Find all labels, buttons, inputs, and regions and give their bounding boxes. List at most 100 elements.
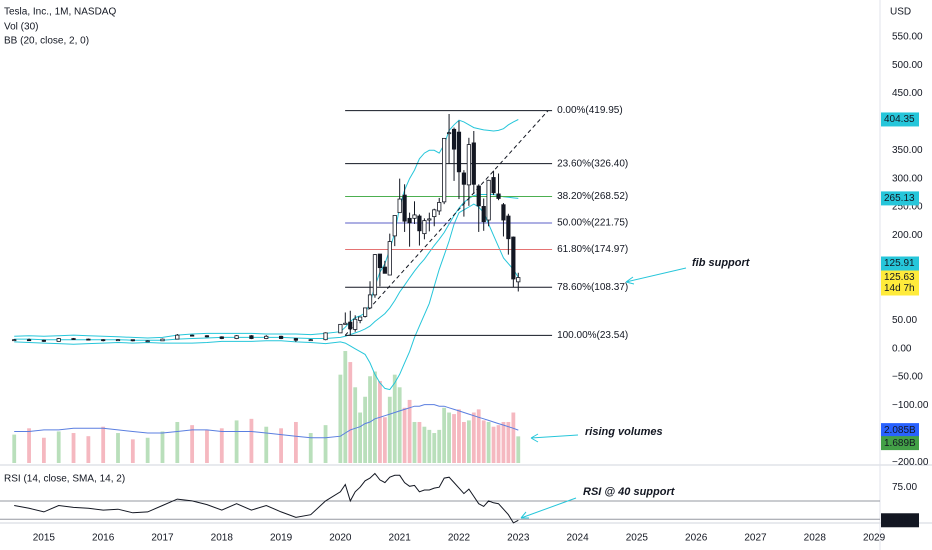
candle-body xyxy=(506,215,511,240)
x-tick-label: 2024 xyxy=(566,533,589,544)
volume-bar xyxy=(471,412,476,463)
volume-bar xyxy=(481,420,486,463)
fib-label: 0.00%(419.95) xyxy=(557,105,623,116)
bb-lower-badge-bg xyxy=(881,256,919,271)
annotation-arrow xyxy=(530,433,579,443)
y-tick-label: 550.00 xyxy=(892,32,923,43)
volume-bar xyxy=(160,431,165,463)
volume-bar xyxy=(457,409,461,463)
volume-bar xyxy=(378,380,382,463)
candle-body xyxy=(175,334,180,340)
countdown-badge-bg xyxy=(881,281,919,296)
price-layer: 0.00%(419.95) 23.60%(326.40) 38.20%(268.52… xyxy=(12,105,628,391)
annotation: fib support xyxy=(692,257,751,269)
candle-body xyxy=(471,142,476,185)
volume-bar xyxy=(219,428,224,463)
volume-bar xyxy=(476,409,481,463)
candle-body xyxy=(204,335,210,338)
volume-bar xyxy=(130,439,135,463)
price-badge: 125.63 xyxy=(884,272,915,283)
x-tick-label: 2023 xyxy=(507,533,530,544)
rsi-title: RSI (14, close, SMA, 14, 2) xyxy=(4,474,125,485)
candle-body xyxy=(407,217,412,224)
countdown-badge: 14d 7h xyxy=(884,283,915,294)
x-tick-label: 2018 xyxy=(211,533,234,544)
x-tick-label: 2016 xyxy=(92,533,115,544)
volume-bar xyxy=(12,434,17,463)
candle-body xyxy=(249,335,254,339)
candle-body xyxy=(56,338,61,342)
candle-body xyxy=(278,335,284,339)
candle-body xyxy=(456,131,462,173)
y-tick-label: 200.00 xyxy=(892,230,923,241)
volume-bar xyxy=(501,421,506,463)
volume-bar xyxy=(205,429,209,463)
volume-title: Vol (30) xyxy=(4,22,38,33)
candle-body xyxy=(115,339,121,342)
currency: USD xyxy=(890,7,911,18)
volume-bar xyxy=(491,426,496,463)
x-tick-label: 2029 xyxy=(863,533,886,544)
volume-badge-bg xyxy=(881,436,919,451)
x-tick-label: 2028 xyxy=(804,533,827,544)
volume-bar xyxy=(27,428,31,463)
candle-body xyxy=(12,339,17,342)
candle-body xyxy=(367,294,373,309)
candle-body xyxy=(363,307,368,317)
x-tick-label: 2027 xyxy=(744,533,767,544)
bb-basis-badge-bg xyxy=(881,191,919,206)
bb-upper-badge: 404.35 xyxy=(884,114,915,125)
x-tick-label: 2026 xyxy=(685,533,708,544)
x-tick-label: 2015 xyxy=(33,533,56,544)
volume-bar xyxy=(358,412,363,463)
y-tick-label: 300.00 xyxy=(892,173,923,184)
candle-body xyxy=(412,214,417,219)
volume-bar xyxy=(116,433,120,463)
candle-body xyxy=(71,338,76,340)
annotation: RSI @ 40 support xyxy=(583,486,676,498)
candle-body xyxy=(293,338,299,341)
fib-label: 78.60%(108.37) xyxy=(557,282,628,293)
rsi-tick-label: 75.00 xyxy=(892,482,917,493)
y-tick-label: 500.00 xyxy=(892,60,923,71)
y-tick-label: 250.00 xyxy=(892,202,923,213)
volume-bar xyxy=(387,396,392,463)
volume-bar xyxy=(56,431,61,463)
x-tick-label: 2025 xyxy=(626,533,649,544)
candle-body xyxy=(343,322,348,325)
bb-line xyxy=(14,203,519,391)
candle-body xyxy=(372,254,378,296)
x-tick-label: 2019 xyxy=(270,533,293,544)
rsi-layer xyxy=(0,472,880,524)
bb-upper-badge-bg xyxy=(881,112,919,127)
volume-bar xyxy=(71,433,76,463)
candle-body xyxy=(26,339,32,342)
volume-bar xyxy=(452,414,456,463)
volume-bar xyxy=(264,426,269,463)
volume-bar xyxy=(402,407,407,463)
candle-body xyxy=(432,209,437,218)
candle-body xyxy=(145,340,150,343)
volume-bar xyxy=(486,421,491,463)
volume-bar xyxy=(279,428,283,463)
x-tick-label: 2021 xyxy=(389,533,412,544)
annotation-arrow xyxy=(625,267,687,285)
price-badge-bg xyxy=(881,270,919,285)
candle-body xyxy=(41,339,46,342)
candle-body xyxy=(323,332,328,341)
volume-bar xyxy=(234,420,239,463)
volume-bar xyxy=(382,417,387,463)
volume-bar xyxy=(447,412,451,463)
candle-body xyxy=(190,334,195,337)
candle-body xyxy=(496,193,501,199)
candle-body xyxy=(308,339,313,342)
candle-body xyxy=(86,338,91,341)
rsi-line xyxy=(14,472,519,524)
y-tick-label: −200.00 xyxy=(892,457,929,468)
y-tick-label: −50.00 xyxy=(892,372,923,383)
candle-body xyxy=(446,132,452,135)
candle-body xyxy=(264,335,269,339)
candle-body xyxy=(353,318,358,330)
volume-bar xyxy=(442,407,447,463)
